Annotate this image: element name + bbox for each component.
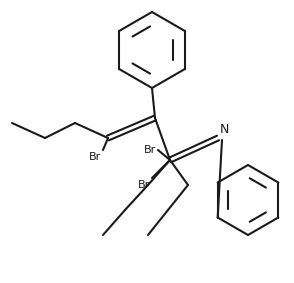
Text: Br: Br <box>138 180 150 190</box>
Text: Br: Br <box>144 145 156 155</box>
Text: N: N <box>220 123 229 136</box>
Text: Br: Br <box>89 152 101 162</box>
